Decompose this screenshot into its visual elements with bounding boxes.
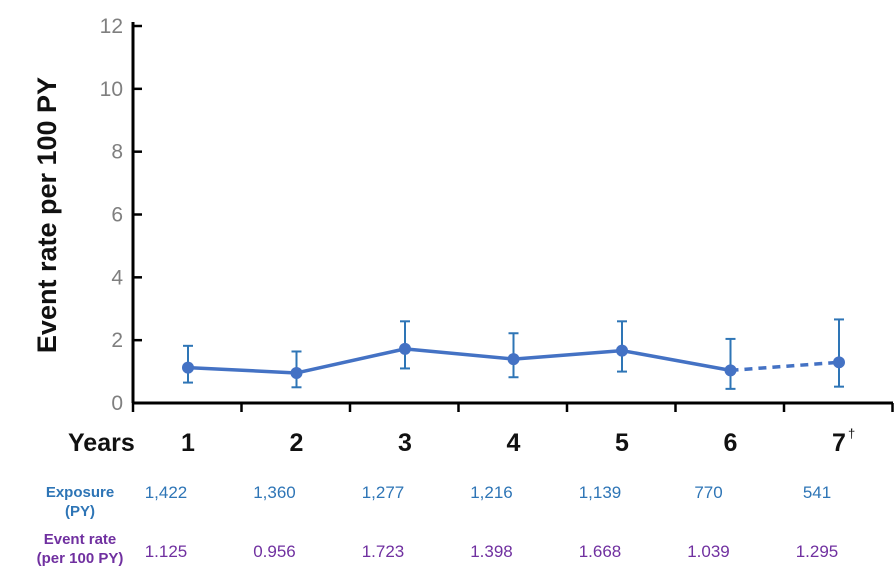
row-label: Event rate: [44, 531, 117, 548]
row-value: 1,277: [362, 483, 405, 502]
y-tick-label: 8: [111, 141, 123, 164]
data-point: [724, 364, 737, 377]
row-value: 1,360: [253, 483, 296, 502]
series-segment-dashed: [730, 360, 840, 373]
y-tick-label: 4: [111, 266, 123, 289]
data-table: Exposure (PY) 1,422 1,360 1,277 1,216 1,139 770…: [37, 483, 839, 567]
row-value: 770: [694, 483, 722, 502]
row-label: Exposure: [46, 484, 114, 501]
x-tick-label: 6: [724, 429, 738, 457]
row-value: 1,216: [470, 483, 513, 502]
y-tick-label: 10: [100, 78, 123, 101]
series-segment: [513, 348, 623, 361]
x-tick-label: 5: [615, 429, 629, 457]
data-point: [290, 366, 303, 379]
y-tick-label: 6: [111, 204, 123, 227]
x-tick-label: 7: [832, 429, 846, 457]
series-segment: [621, 348, 731, 373]
row-value: 1.125: [145, 542, 188, 561]
x-axis: 1 2 3 4 5 6 7 †: [131, 401, 894, 457]
data-point: [833, 356, 845, 369]
x-tick-label: 4: [507, 429, 521, 457]
row-value: 0.956: [253, 542, 296, 561]
y-axis-label: Event rate per 100 PY: [32, 77, 62, 353]
x-tick-label: 1: [181, 429, 195, 457]
y-tick-label: 0: [111, 392, 123, 415]
data-point: [182, 361, 194, 374]
row-value: 1.295: [796, 542, 839, 561]
row-value: 1,139: [579, 483, 622, 502]
row-value: 1.398: [470, 542, 513, 561]
dagger-superscript: †: [848, 426, 855, 441]
row-value: 1.723: [362, 542, 405, 561]
y-axis: 0 2 4 6 8 10 12: [100, 15, 142, 415]
x-tick-label: 3: [398, 429, 412, 457]
data-points: [182, 342, 845, 379]
row-value: 1.039: [687, 542, 730, 561]
data-point: [507, 353, 520, 366]
series-segment: [296, 347, 406, 375]
data-point: [399, 342, 411, 355]
series-segment: [404, 347, 514, 361]
row-value: 1.668: [579, 542, 622, 561]
x-axis-label: Years: [68, 429, 135, 457]
row-label: (per 100 PY): [37, 550, 124, 567]
series-line: [187, 347, 840, 375]
row-label: (PY): [65, 503, 95, 520]
row-value: 541: [803, 483, 831, 502]
x-tick-label: 2: [290, 429, 304, 457]
data-point: [616, 344, 628, 357]
y-tick-label: 2: [111, 329, 123, 352]
row-value: 1,422: [145, 483, 188, 502]
series-segment: [187, 365, 297, 375]
y-tick-label: 12: [100, 15, 123, 38]
